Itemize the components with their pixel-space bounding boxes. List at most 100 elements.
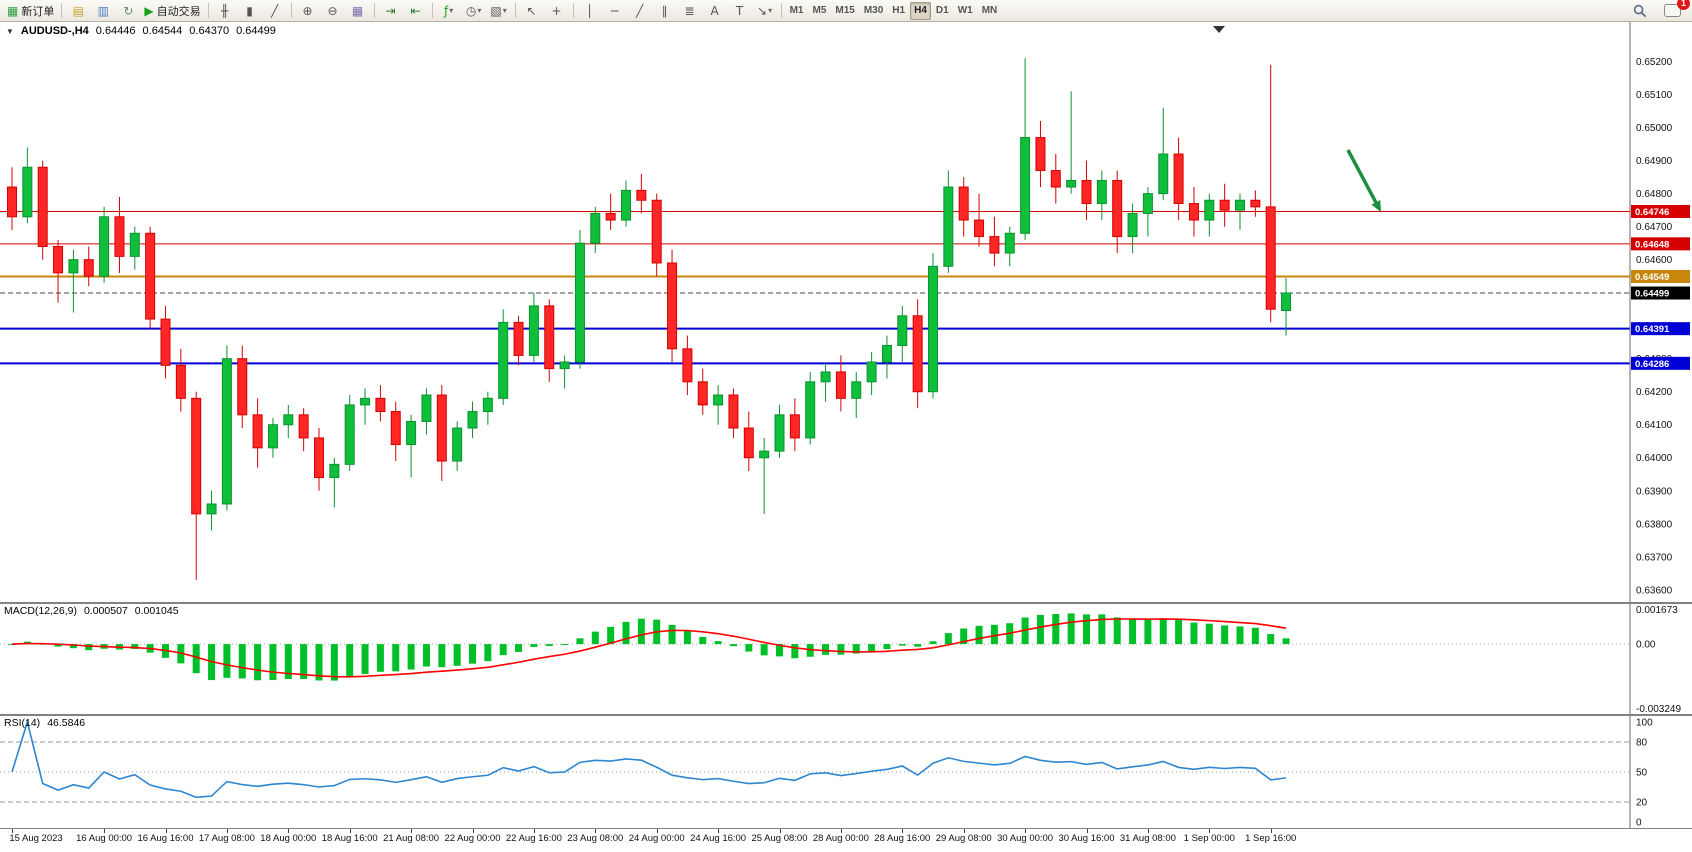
macd-panel[interactable]: 0.001673 0.00 -0.003249 MACD(12,26,9) 0.00…	[0, 602, 1692, 714]
vertical-line-icon: │	[585, 3, 594, 18]
chart-title: ▼ AUDUSD-,H4 0.64446 0.64544 0.64370 0.6…	[6, 25, 276, 37]
tile-windows-button[interactable]: ▦	[346, 1, 370, 21]
rsi-label: RSI(14) 46.5846	[4, 717, 85, 729]
templates-button[interactable]: ▧ ▾	[487, 1, 511, 21]
periods-button[interactable]: ◷ ▾	[462, 1, 486, 21]
rsi-panel[interactable]: 100 80 50 20 0 RSI(14) 46.5846	[0, 714, 1692, 828]
crosshair-button[interactable]: +	[545, 1, 569, 21]
line-chart-icon: ╱	[270, 3, 279, 18]
chart-shift-marker	[1213, 26, 1225, 33]
time-label: 25 Aug 08:00	[751, 833, 808, 844]
time-tick	[963, 829, 965, 833]
autotrading-button[interactable]: ▶ 自动交易	[141, 1, 203, 21]
toolbar-right: 1	[1628, 0, 1690, 21]
channel-button[interactable]: ∥	[653, 1, 677, 21]
ohlc-open: 0.64446	[95, 25, 136, 37]
chart-shift-button[interactable]: ⇤	[404, 1, 428, 21]
time-tick	[288, 829, 290, 833]
svg-text:0.64391: 0.64391	[1635, 324, 1670, 335]
svg-text:20: 20	[1636, 798, 1648, 809]
price-chart-panel[interactable]: 0.65200 0.65100 0.65000 0.64900 0.64800 0.647…	[0, 22, 1692, 602]
ohlc-high: 0.64544	[142, 25, 183, 37]
timeframe-m5[interactable]: M5	[812, 5, 827, 16]
candlestick-type-button[interactable]: ▮	[238, 1, 262, 21]
text-button[interactable]: A	[703, 1, 727, 21]
svg-text:0.64648: 0.64648	[1635, 239, 1669, 250]
toolbar-separator	[373, 3, 375, 18]
time-label: 22 Aug 16:00	[505, 833, 562, 844]
rsi-levels	[0, 741, 1630, 803]
new-chart-button[interactable]: ▤	[66, 1, 90, 21]
macd-value-signal: 0.001045	[134, 605, 179, 617]
zoom-out-button[interactable]: ⊖	[321, 1, 345, 21]
trendline-icon: ╱	[635, 3, 644, 18]
pivot-line-tag	[1631, 270, 1690, 284]
new-order-button[interactable]: ▦ 新订单	[4, 1, 57, 21]
autotrading-button-label: 自动交易	[156, 5, 201, 18]
chevron-down-icon: ▾	[449, 6, 454, 15]
rsi-canvas: 100 80 50 20 0	[0, 716, 1653, 828]
horizontal-line-icon: ─	[610, 3, 619, 18]
line-chart-type-button[interactable]: ╱	[263, 1, 287, 21]
one-click-panel-toggle[interactable]: ▼	[6, 26, 14, 36]
timeframe-m1[interactable]: M1	[789, 5, 804, 16]
time-tick	[472, 829, 474, 833]
bar-chart-type-button[interactable]: ╫	[213, 1, 237, 21]
search-button[interactable]	[1628, 1, 1652, 21]
zoom-in-button[interactable]: ⊕	[296, 1, 320, 21]
time-label: 24 Aug 00:00	[628, 833, 685, 844]
toolbar-buttons: ▦ 新订单 ▤ ▥ ↻ ▶ 自动交易 ╫ ▮ ╱ ⊕ ⊖ ▦ ⇥ ⇤ ƒ ▾ ◷ ▾ ▧ ▾ ↖ + │ ─ ╱ ∥ ≣ A T ↘ ▾ M1 M…	[4, 1, 1001, 21]
svg-text:0.64746: 0.64746	[1635, 207, 1669, 218]
new-order-button-label: 新订单	[21, 5, 55, 18]
timeframe-mn[interactable]: MN	[981, 5, 998, 16]
rsi-line	[11, 719, 1287, 799]
vertical-line-button[interactable]: │	[578, 1, 602, 21]
timeframe-w1[interactable]: W1	[957, 5, 973, 16]
svg-text:0.64100: 0.64100	[1636, 420, 1673, 431]
svg-text:0.00: 0.00	[1636, 640, 1656, 651]
toolbar-separator	[431, 3, 433, 18]
timeframe-h4[interactable]: H4	[910, 1, 931, 20]
svg-text:0.64800: 0.64800	[1636, 189, 1673, 200]
horizontal-line-button[interactable]: ─	[603, 1, 627, 21]
time-label: 17 Aug 08:00	[198, 833, 255, 844]
macd-canvas: 0.001673 0.00 -0.003249	[0, 604, 1681, 714]
timeframe-h1[interactable]: H1	[892, 5, 906, 16]
refresh-icon: ↻	[123, 3, 134, 18]
notifications-button[interactable]: 1	[1660, 0, 1690, 21]
arrows-button[interactable]: ↘ ▾	[753, 1, 777, 21]
svg-text:50: 50	[1636, 768, 1648, 779]
timeframe-d1[interactable]: D1	[935, 5, 949, 16]
market-watch-button[interactable]: ▥	[91, 1, 115, 21]
time-tick	[165, 829, 167, 833]
price-chart-canvas[interactable]: 0.65200 0.65100 0.65000 0.64900 0.64800 0.647…	[0, 22, 1692, 602]
indicators-button[interactable]: ƒ ▾	[437, 1, 461, 21]
time-label: 28 Aug 16:00	[874, 833, 931, 844]
toolbar-separator	[780, 3, 782, 18]
timeframe-m30[interactable]: M30	[863, 5, 884, 16]
templates-icon: ▧	[490, 3, 502, 18]
svg-text:0.001673: 0.001673	[1636, 605, 1678, 616]
time-axis[interactable]: 15 Aug 2023 16 Aug 00:00 16 Aug 16:00 17 Au…	[0, 828, 1692, 852]
svg-text:0.63600: 0.63600	[1636, 585, 1673, 596]
time-tick	[1086, 829, 1088, 833]
arrow-annotation[interactable]	[1346, 149, 1381, 212]
trendline-button[interactable]: ╱	[628, 1, 652, 21]
fibonacci-button[interactable]: ≣	[678, 1, 702, 21]
crosshair-icon: +	[551, 3, 562, 18]
tile-windows-icon: ▦	[351, 3, 364, 18]
rsi-name: RSI(14)	[4, 717, 41, 729]
time-tick	[411, 829, 413, 833]
periods-icon: ◷	[465, 3, 477, 18]
time-tick	[349, 829, 351, 833]
arrows-icon: ↘	[757, 3, 768, 18]
timeframe-m15[interactable]: M15	[835, 5, 855, 16]
refresh-button[interactable]: ↻	[116, 1, 140, 21]
time-tick	[533, 829, 535, 833]
label-button[interactable]: T	[728, 1, 752, 21]
auto-scroll-button[interactable]: ⇥	[379, 1, 403, 21]
time-label: 16 Aug 16:00	[137, 833, 194, 844]
macd-axis-labels: 0.001673 0.00 -0.003249	[1636, 605, 1681, 714]
cursor-button[interactable]: ↖	[520, 1, 544, 21]
